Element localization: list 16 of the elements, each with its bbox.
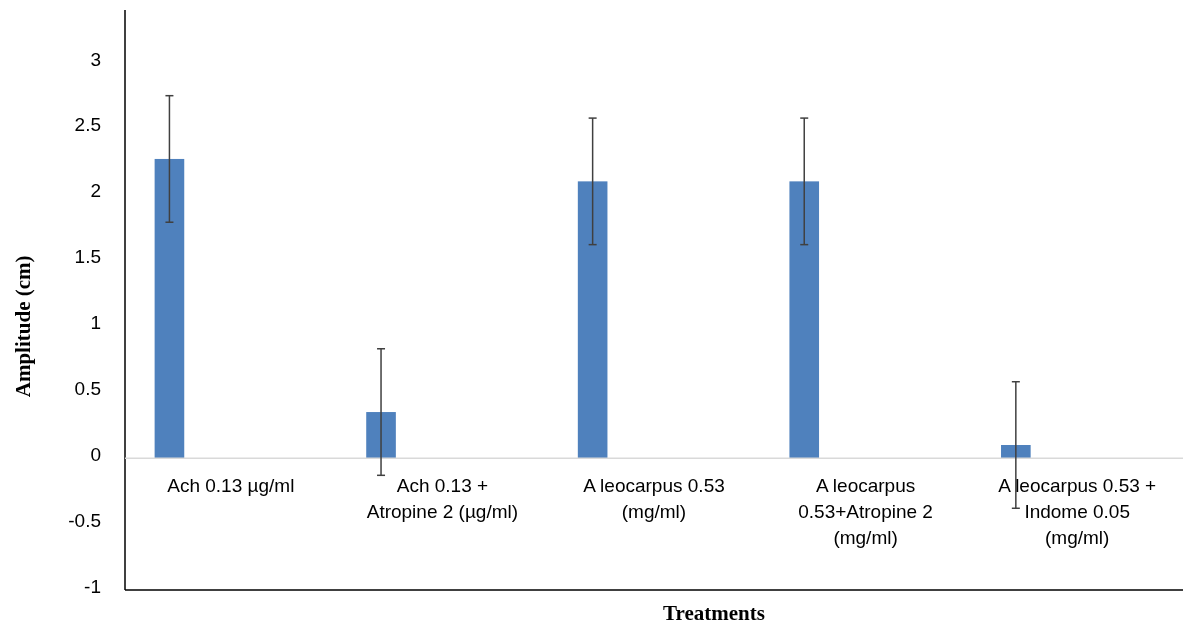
x-tick-label: Ach 0.13 + Atropine 2 (µg/ml) [366, 475, 519, 523]
y-tick-label: 0.5 [74, 378, 101, 400]
y-tick-label: 2.5 [74, 114, 101, 136]
x-tick-label: Ach 0.13 µg/ml [167, 475, 295, 497]
y-tick-label: 0 [90, 444, 101, 466]
x-tick-label: A leocarpus 0.53 + Indome 0.05 (mg/ml) [998, 475, 1157, 549]
y-tick-label: 2 [90, 180, 101, 202]
y-tick-label: 1 [90, 312, 101, 334]
x-tick-label: A leocarpus 0.53 (mg/ml) [583, 475, 725, 523]
x-axis-title: Treatments [663, 601, 765, 625]
y-tick-label: 3 [90, 48, 101, 70]
y-axis-title: Amplitude (cm) [11, 255, 35, 398]
x-tick-label: A leocarpus 0.53+Atropine 2 (mg/ml) [798, 475, 933, 549]
y-tick-label: -0.5 [68, 509, 101, 531]
y-tick-label: -1 [84, 575, 101, 597]
y-tick-label: 1.5 [74, 246, 101, 268]
